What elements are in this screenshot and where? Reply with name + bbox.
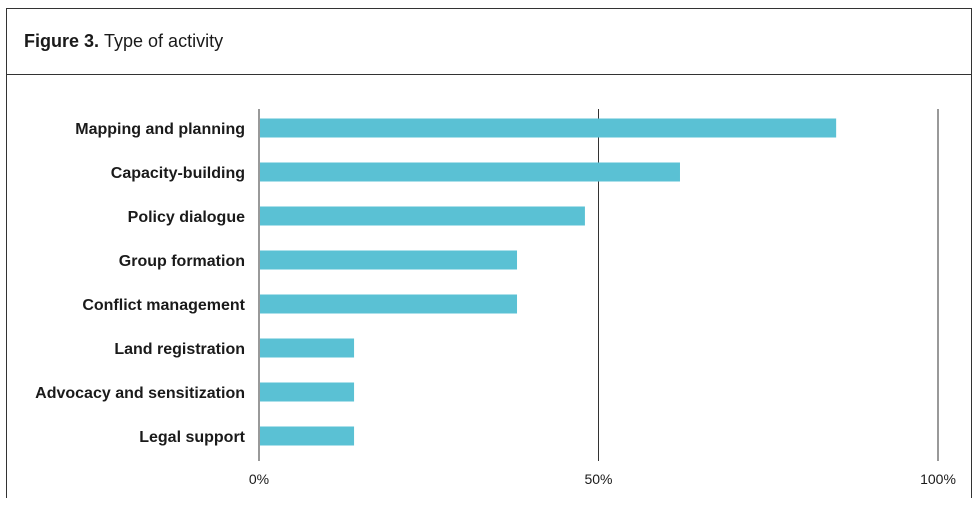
category-label: Land registration — [114, 341, 245, 358]
x-tick-label: 100% — [920, 471, 956, 487]
bar — [260, 162, 680, 182]
category-labels: Mapping and planning Capacity-building Pol… — [35, 121, 246, 446]
figure-number: Figure 3. — [24, 31, 100, 51]
bars — [260, 118, 837, 446]
bar — [260, 118, 837, 138]
category-label: Capacity-building — [111, 165, 245, 182]
figure-title-bar: Figure 3. Type of activity — [7, 9, 971, 75]
figure-title: Type of activity — [104, 31, 224, 51]
x-tick-label: 50% — [584, 471, 612, 487]
bar — [260, 294, 518, 314]
category-label: Conflict management — [82, 297, 245, 314]
gridlines — [258, 109, 939, 461]
bar — [260, 250, 518, 270]
category-label: Group formation — [119, 253, 245, 270]
category-label: Advocacy and sensitization — [35, 385, 245, 402]
figure-frame: Figure 3. Type of activity — [6, 8, 972, 498]
category-label: Mapping and planning — [75, 121, 245, 138]
bar — [260, 338, 355, 358]
x-tick-labels: 0% 50% 100% — [249, 471, 956, 487]
category-label: Legal support — [139, 429, 245, 446]
bar — [260, 426, 355, 446]
x-tick-label: 0% — [249, 471, 269, 487]
bar — [260, 206, 585, 226]
category-label: Policy dialogue — [128, 209, 245, 226]
bar — [260, 382, 355, 402]
